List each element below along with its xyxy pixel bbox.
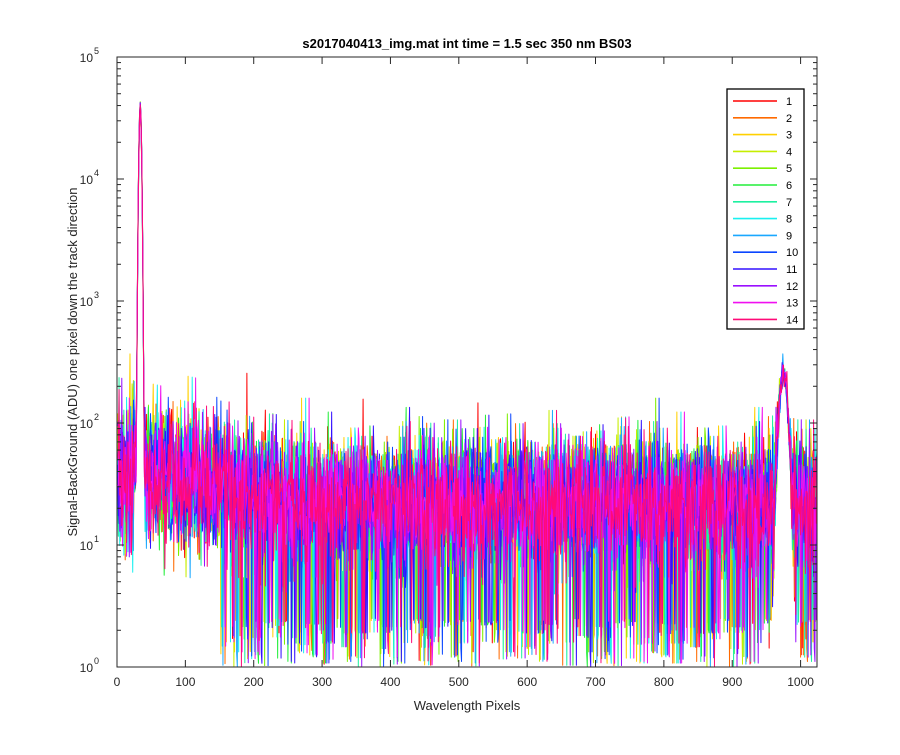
- legend-label-7: 7: [786, 197, 792, 209]
- legend-label-14: 14: [786, 314, 798, 326]
- legend-label-5: 5: [786, 163, 792, 175]
- legend-label-9: 9: [786, 230, 792, 242]
- y-tick-exponent: 5: [94, 46, 99, 56]
- legend-label-11: 11: [786, 264, 797, 276]
- legend-label-13: 13: [786, 298, 798, 310]
- x-axis-label: Wavelength Pixels: [414, 698, 521, 713]
- legend-label-1: 1: [786, 96, 792, 108]
- chart-title: s2017040413_img.mat int time = 1.5 sec 3…: [302, 36, 631, 51]
- y-tick-label: 10: [80, 417, 94, 431]
- x-tick-label: 800: [654, 675, 674, 689]
- y-tick-exponent: 4: [94, 168, 99, 178]
- y-tick-label: 10: [80, 295, 94, 309]
- y-tick-exponent: 1: [94, 534, 99, 544]
- x-tick-label: 700: [586, 675, 606, 689]
- y-tick-label: 10: [80, 173, 94, 187]
- y-tick-label: 10: [80, 539, 94, 553]
- x-tick-label: 200: [244, 675, 264, 689]
- x-tick-label: 0: [114, 675, 121, 689]
- y-tick-exponent: 0: [94, 656, 99, 666]
- x-tick-label: 900: [722, 675, 742, 689]
- legend-label-10: 10: [786, 247, 798, 259]
- x-tick-label: 600: [517, 675, 537, 689]
- legend-box: [726, 88, 805, 330]
- series-layer: [117, 101, 818, 667]
- y-axis-label: Signal-BackGround (ADU) one pixel down t…: [65, 187, 80, 536]
- legend-label-8: 8: [786, 214, 792, 226]
- y-tick-exponent: 3: [94, 290, 99, 300]
- y-tick-label: 10: [80, 51, 94, 65]
- x-tick-label: 100: [175, 675, 195, 689]
- x-tick-label: 400: [380, 675, 400, 689]
- y-tick-label: 10: [80, 661, 94, 675]
- legend-label-3: 3: [786, 130, 792, 142]
- legend-label-4: 4: [786, 146, 792, 158]
- x-tick-label: 1000: [787, 675, 814, 689]
- legend-label-12: 12: [786, 281, 798, 293]
- y-tick-exponent: 2: [94, 412, 99, 422]
- x-tick-label: 300: [312, 675, 332, 689]
- legend-label-2: 2: [786, 113, 792, 125]
- legend-label-6: 6: [786, 180, 792, 192]
- series-line-14: [117, 104, 818, 667]
- axes-box: [116, 56, 818, 668]
- x-tick-label: 500: [449, 675, 469, 689]
